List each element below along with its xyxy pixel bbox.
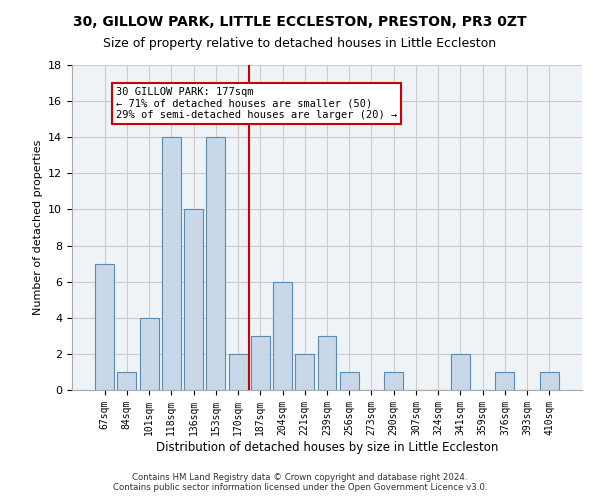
Bar [340, 372, 359, 390]
Bar [317, 336, 337, 390]
Bar [496, 372, 514, 390]
X-axis label: Distribution of detached houses by size in Little Eccleston: Distribution of detached houses by size … [156, 440, 498, 454]
Bar [295, 354, 314, 390]
Text: Size of property relative to detached houses in Little Eccleston: Size of property relative to detached ho… [103, 38, 497, 51]
Text: 30 GILLOW PARK: 177sqm
← 71% of detached houses are smaller (50)
29% of semi-det: 30 GILLOW PARK: 177sqm ← 71% of detached… [116, 86, 397, 120]
Bar [184, 210, 203, 390]
Text: Contains HM Land Registry data © Crown copyright and database right 2024.
Contai: Contains HM Land Registry data © Crown c… [113, 473, 487, 492]
Text: 30, GILLOW PARK, LITTLE ECCLESTON, PRESTON, PR3 0ZT: 30, GILLOW PARK, LITTLE ECCLESTON, PREST… [73, 15, 527, 29]
Bar [251, 336, 270, 390]
Bar [384, 372, 403, 390]
Bar [273, 282, 292, 390]
Bar [118, 372, 136, 390]
Bar [95, 264, 114, 390]
Bar [162, 137, 181, 390]
Bar [140, 318, 158, 390]
Bar [229, 354, 248, 390]
Y-axis label: Number of detached properties: Number of detached properties [32, 140, 43, 315]
Bar [451, 354, 470, 390]
Bar [206, 137, 225, 390]
Bar [540, 372, 559, 390]
